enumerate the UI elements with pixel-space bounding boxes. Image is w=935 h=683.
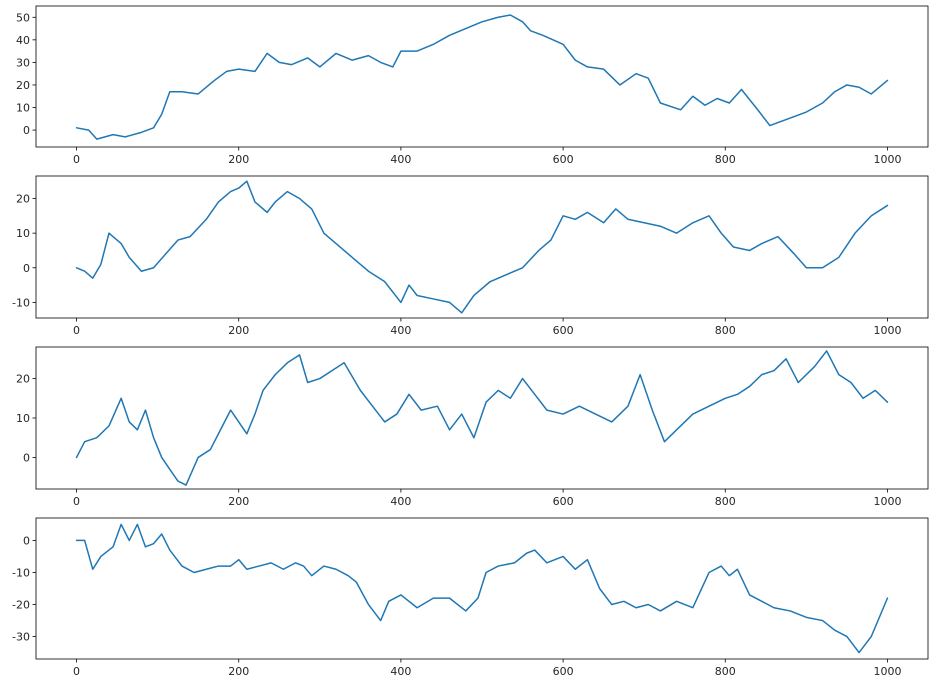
x-tick-label: 600 [553, 324, 574, 337]
x-tick-label: 200 [228, 665, 249, 678]
x-tick-label: 200 [228, 324, 249, 337]
x-tick-label: 1000 [873, 665, 901, 678]
y-tick-label: 40 [16, 34, 30, 47]
x-tick-label: 0 [73, 665, 80, 678]
x-tick-label: 800 [715, 324, 736, 337]
y-tick-label: 20 [16, 193, 30, 206]
x-tick-label: 0 [73, 324, 80, 337]
subplot-3: 0 200 400 600 800 1000 0 10 20 [16, 346, 929, 508]
axes-frame [35, 346, 929, 490]
axes-frame [35, 5, 929, 148]
x-tick-label: 200 [228, 495, 249, 508]
series-line-1 [75, 350, 889, 486]
y-tick-label: 10 [16, 102, 30, 115]
x-tick-label: 600 [553, 495, 574, 508]
series-line-1 [75, 523, 889, 654]
x-tick-label: 800 [715, 665, 736, 678]
y-tick-label: 0 [23, 124, 30, 137]
series-line-1 [75, 14, 889, 140]
x-tick-label: 0 [73, 495, 80, 508]
y-tick-label: 10 [16, 412, 30, 425]
subplot-2: 0 200 400 600 800 1000 -10 0 10 20 [12, 175, 929, 337]
x-tick-label: 200 [228, 153, 249, 166]
subplot-1: 0 200 400 600 800 1000 0 10 20 30 40 50 [16, 5, 929, 166]
axes-frame [35, 517, 929, 660]
y-tick-label: -20 [12, 599, 30, 612]
y-tick-label: -10 [12, 296, 30, 309]
y-tick-label: 10 [16, 227, 30, 240]
x-tick-label: 1000 [873, 495, 901, 508]
x-tick-label: 400 [390, 495, 411, 508]
x-tick-label: 400 [390, 665, 411, 678]
y-tick-label: 0 [23, 534, 30, 547]
y-tick-label: 50 [16, 11, 30, 24]
y-tick-label: 0 [23, 451, 30, 464]
y-tick-label: 0 [23, 262, 30, 275]
series-line-1 [75, 180, 889, 314]
x-tick-label: 800 [715, 153, 736, 166]
y-tick-label: 20 [16, 373, 30, 386]
axes-frame [35, 175, 929, 319]
x-tick-label: 1000 [873, 153, 901, 166]
x-tick-label: 400 [390, 324, 411, 337]
x-tick-label: 600 [553, 153, 574, 166]
x-tick-label: 600 [553, 665, 574, 678]
x-tick-label: 0 [73, 153, 80, 166]
x-tick-label: 1000 [873, 324, 901, 337]
x-tick-label: 800 [715, 495, 736, 508]
y-tick-label: 20 [16, 79, 30, 92]
subplot-4: 0 200 400 600 800 1000 0 -10 -20 -30 [12, 517, 929, 678]
y-tick-label: 30 [16, 56, 30, 69]
y-tick-label: -30 [12, 631, 30, 644]
y-tick-label: -10 [12, 566, 30, 579]
x-tick-label: 400 [390, 153, 411, 166]
